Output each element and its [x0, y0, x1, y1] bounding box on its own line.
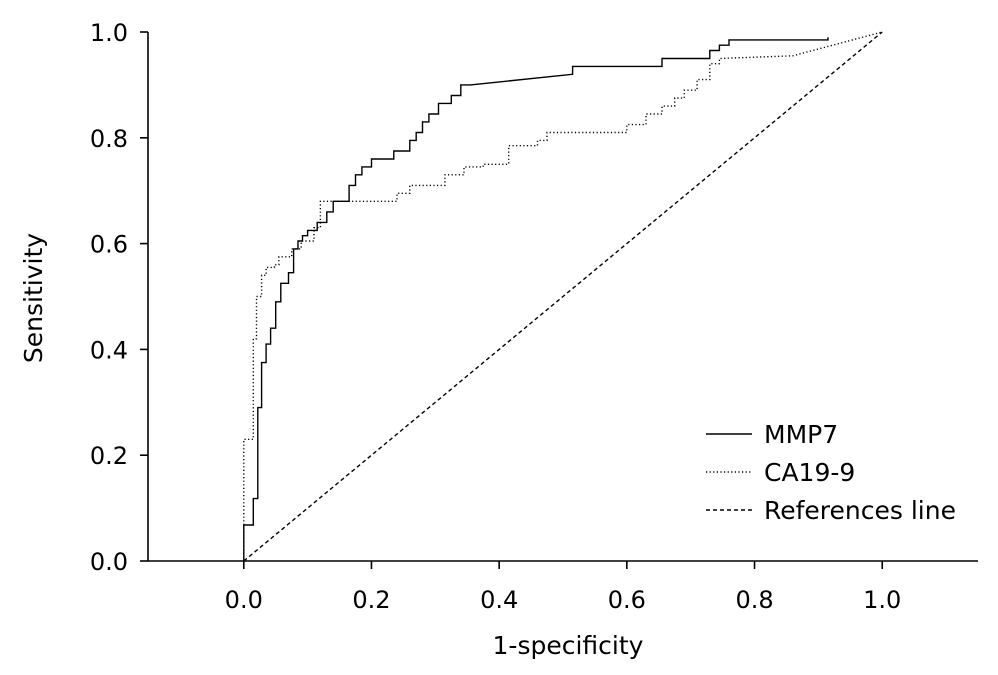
y-tick-label: 0.2 [90, 442, 128, 470]
y-tick-label: 1.0 [90, 19, 128, 47]
y-tick-label: 0.4 [90, 336, 128, 364]
plot-area: 0.0 0.2 0.4 0.6 0.8 1.0 0.0 0.2 0.4 0.6 0.8 1.0 [90, 19, 978, 614]
x-axis-ticks: 0.0 0.2 0.4 0.6 0.8 1.0 [225, 561, 901, 614]
x-tick-label: 0.0 [225, 586, 263, 614]
y-tick-label: 0.6 [90, 231, 128, 259]
x-tick-label: 1.0 [863, 586, 901, 614]
series-layer [243, 31, 883, 562]
series-line-references-line [243, 31, 883, 562]
y-axis-ticks: 0.0 0.2 0.4 0.6 0.8 1.0 [90, 19, 148, 576]
y-tick-label: 0.0 [90, 548, 128, 576]
legend-label: MMP7 [764, 420, 838, 449]
series-line-mmp7 [243, 37, 829, 561]
legend: MMP7 CA19-9 References line [706, 420, 956, 525]
x-tick-label: 0.2 [352, 586, 390, 614]
x-tick-label: 0.6 [608, 586, 646, 614]
y-tick-label: 0.8 [90, 125, 128, 153]
y-axis-title: Sensitivity [19, 233, 48, 363]
legend-label: References line [764, 496, 956, 525]
x-tick-label: 0.4 [480, 586, 518, 614]
x-axis-title: 1-specificity [493, 631, 644, 660]
legend-label: CA19-9 [764, 458, 855, 487]
x-tick-label: 0.8 [735, 586, 773, 614]
